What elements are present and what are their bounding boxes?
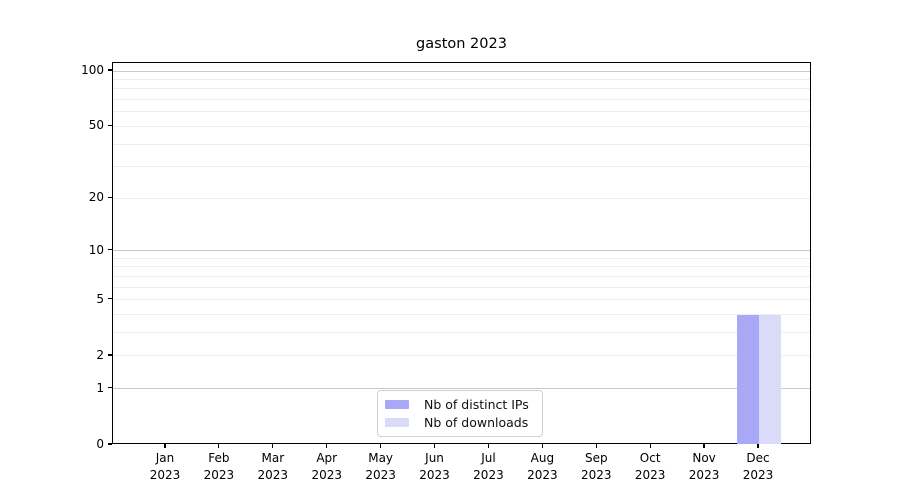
- legend-swatch-downloads: [385, 418, 409, 427]
- x-tick-month: May: [368, 451, 394, 465]
- y-axis-tick: [108, 298, 112, 300]
- legend-item-downloads: Nb of downloads: [385, 414, 542, 432]
- gridline-minor: [113, 355, 810, 357]
- y-axis-tick: [108, 124, 112, 126]
- gridline-minor: [113, 314, 810, 316]
- bar-downloads: [759, 314, 781, 444]
- x-axis-tick-label: Mar 2023: [246, 450, 300, 483]
- gridline-minor: [113, 99, 810, 101]
- bar-distinct-ips: [737, 314, 759, 444]
- x-axis-tick-label: Jul 2023: [461, 450, 515, 483]
- x-tick-year: 2023: [149, 467, 181, 482]
- x-axis-tick-label: Jun 2023: [408, 450, 462, 483]
- gridline-major: [113, 70, 810, 72]
- x-tick-year: 2023: [473, 467, 504, 482]
- x-tick-month: Aug: [530, 451, 555, 465]
- x-axis-tick: [703, 444, 705, 448]
- y-axis-tick-label: 5: [96, 291, 104, 306]
- gridline-major: [113, 388, 810, 390]
- x-axis-tick: [541, 444, 543, 448]
- y-axis-tick: [108, 387, 112, 389]
- x-tick-year: 2023: [365, 467, 396, 482]
- x-tick-month: Apr: [316, 451, 338, 465]
- y-axis-tick-label: 2: [96, 347, 104, 362]
- x-tick-year: 2023: [419, 467, 450, 482]
- gridline-minor: [113, 332, 810, 334]
- y-axis-tick: [108, 249, 112, 251]
- x-axis-tick: [757, 444, 759, 448]
- x-tick-year: 2023: [580, 467, 612, 482]
- x-axis-tick-label: Aug 2023: [515, 450, 569, 483]
- gridline-minor: [113, 286, 810, 288]
- x-axis-tick: [380, 444, 382, 448]
- x-tick-year: 2023: [203, 467, 235, 482]
- gridline-minor: [113, 78, 810, 80]
- x-tick-month: Jul: [481, 451, 496, 465]
- x-tick-year: 2023: [527, 467, 558, 482]
- x-axis-tick-label: May 2023: [354, 450, 408, 483]
- gridline-minor: [113, 299, 810, 301]
- y-axis-tick-label: 0: [96, 437, 104, 451]
- gridline-minor: [113, 125, 810, 127]
- legend: Nb of distinct IPs Nb of downloads: [377, 390, 543, 437]
- y-axis-tick-label: 50: [88, 118, 104, 133]
- x-axis-tick-label: Jan 2023: [138, 450, 192, 483]
- gridline-minor: [113, 197, 810, 199]
- x-tick-month: Oct: [639, 451, 661, 465]
- x-axis-tick: [272, 444, 274, 448]
- gridline-minor: [113, 257, 810, 259]
- x-axis-tick: [595, 444, 597, 448]
- x-tick-year: 2023: [688, 467, 720, 482]
- y-axis-tick-label: 10: [88, 242, 104, 257]
- legend-item-distinct-ips: Nb of distinct IPs: [385, 396, 542, 414]
- gridline-minor: [113, 143, 810, 145]
- gridline-minor: [113, 111, 810, 113]
- x-tick-year: 2023: [257, 467, 289, 482]
- x-axis-tick-label: Dec 2023: [731, 450, 785, 483]
- y-axis-tick: [108, 196, 112, 198]
- x-axis-tick: [326, 444, 328, 448]
- plot-area: [112, 62, 811, 444]
- legend-label-downloads: Nb of downloads: [424, 415, 529, 430]
- chart-title: gaston 2023: [416, 36, 507, 52]
- y-axis-tick-label: 1: [96, 380, 104, 395]
- y-axis-tick: [108, 69, 112, 71]
- x-tick-month: Mar: [261, 451, 285, 465]
- x-tick-month: Nov: [692, 451, 716, 465]
- x-axis-tick-label: Nov 2023: [677, 450, 731, 483]
- x-axis-tick: [649, 444, 651, 448]
- x-tick-month: Feb: [208, 451, 230, 465]
- y-axis-tick: [108, 443, 112, 445]
- x-axis-tick: [487, 444, 490, 448]
- gridline-minor: [113, 275, 810, 277]
- x-tick-year: 2023: [634, 467, 666, 482]
- x-tick-month: Jun: [425, 451, 444, 465]
- gridline-major: [113, 250, 810, 252]
- legend-label-distinct-ips: Nb of distinct IPs: [424, 397, 529, 412]
- x-axis-tick-label: Oct 2023: [623, 450, 677, 483]
- x-axis-tick-label: Feb 2023: [192, 450, 246, 483]
- x-tick-month: Sep: [584, 451, 608, 465]
- x-tick-month: Dec: [746, 451, 770, 465]
- x-axis-tick-label: Sep 2023: [569, 450, 623, 483]
- legend-swatch-distinct-ips: [385, 400, 409, 409]
- gridline-minor: [113, 88, 810, 90]
- gridline-minor: [113, 266, 810, 268]
- x-tick-month: Jan: [155, 451, 175, 465]
- x-tick-year: 2023: [311, 467, 342, 482]
- y-axis-tick: [108, 354, 112, 356]
- gridline-minor: [113, 166, 810, 168]
- y-axis-tick-label: 100: [81, 63, 104, 77]
- x-axis-tick: [164, 444, 166, 448]
- y-axis-tick-label: 20: [88, 190, 104, 205]
- x-axis-tick: [218, 444, 220, 448]
- x-axis-tick: [433, 444, 436, 448]
- x-tick-year: 2023: [742, 467, 774, 482]
- x-axis-tick-label: Apr 2023: [300, 450, 354, 483]
